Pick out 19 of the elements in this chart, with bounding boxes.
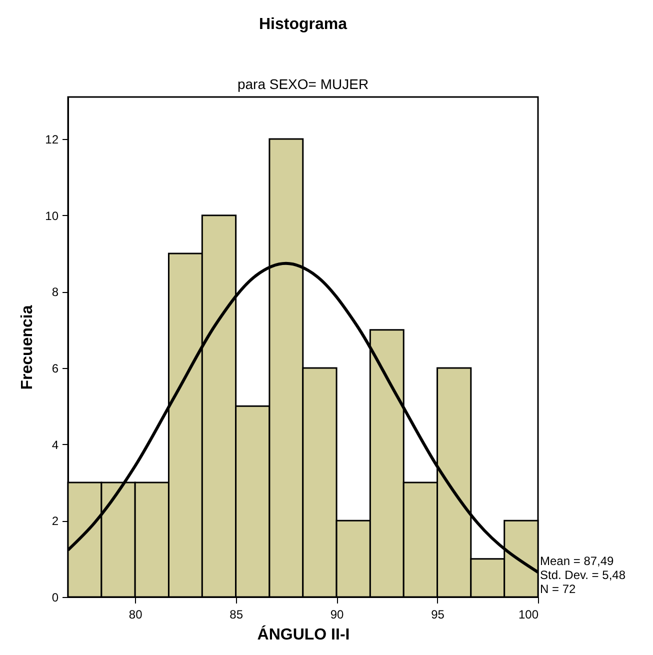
text: N = 72	[540, 582, 576, 596]
x-axis-title: ÁNGULO II-I	[257, 624, 350, 644]
x-tick-label: 100	[518, 608, 539, 622]
y-tick-label: 6	[52, 361, 59, 376]
y-axis-title: Frecuencia	[19, 305, 36, 390]
chart-subtitle: para SEXO= MUJER	[237, 76, 369, 92]
y-tick-label: 2	[52, 514, 59, 528]
text: Std. Dev. = 5,48	[540, 568, 626, 582]
y-tick-label: 12	[45, 132, 59, 146]
text: Mean = 87,49	[540, 554, 614, 568]
y-tick-label: 0	[52, 590, 59, 604]
x-tick-label: 95	[431, 608, 445, 622]
y-tick-label: 10	[45, 208, 59, 223]
x-tick-label: 85	[230, 608, 244, 622]
x-tick-label: 90	[330, 608, 344, 622]
x-tick-label: 80	[128, 608, 143, 622]
y-tick-label: 4	[52, 438, 59, 452]
y-tick-label: 8	[52, 285, 59, 300]
chart-title: Histograma	[258, 16, 348, 33]
